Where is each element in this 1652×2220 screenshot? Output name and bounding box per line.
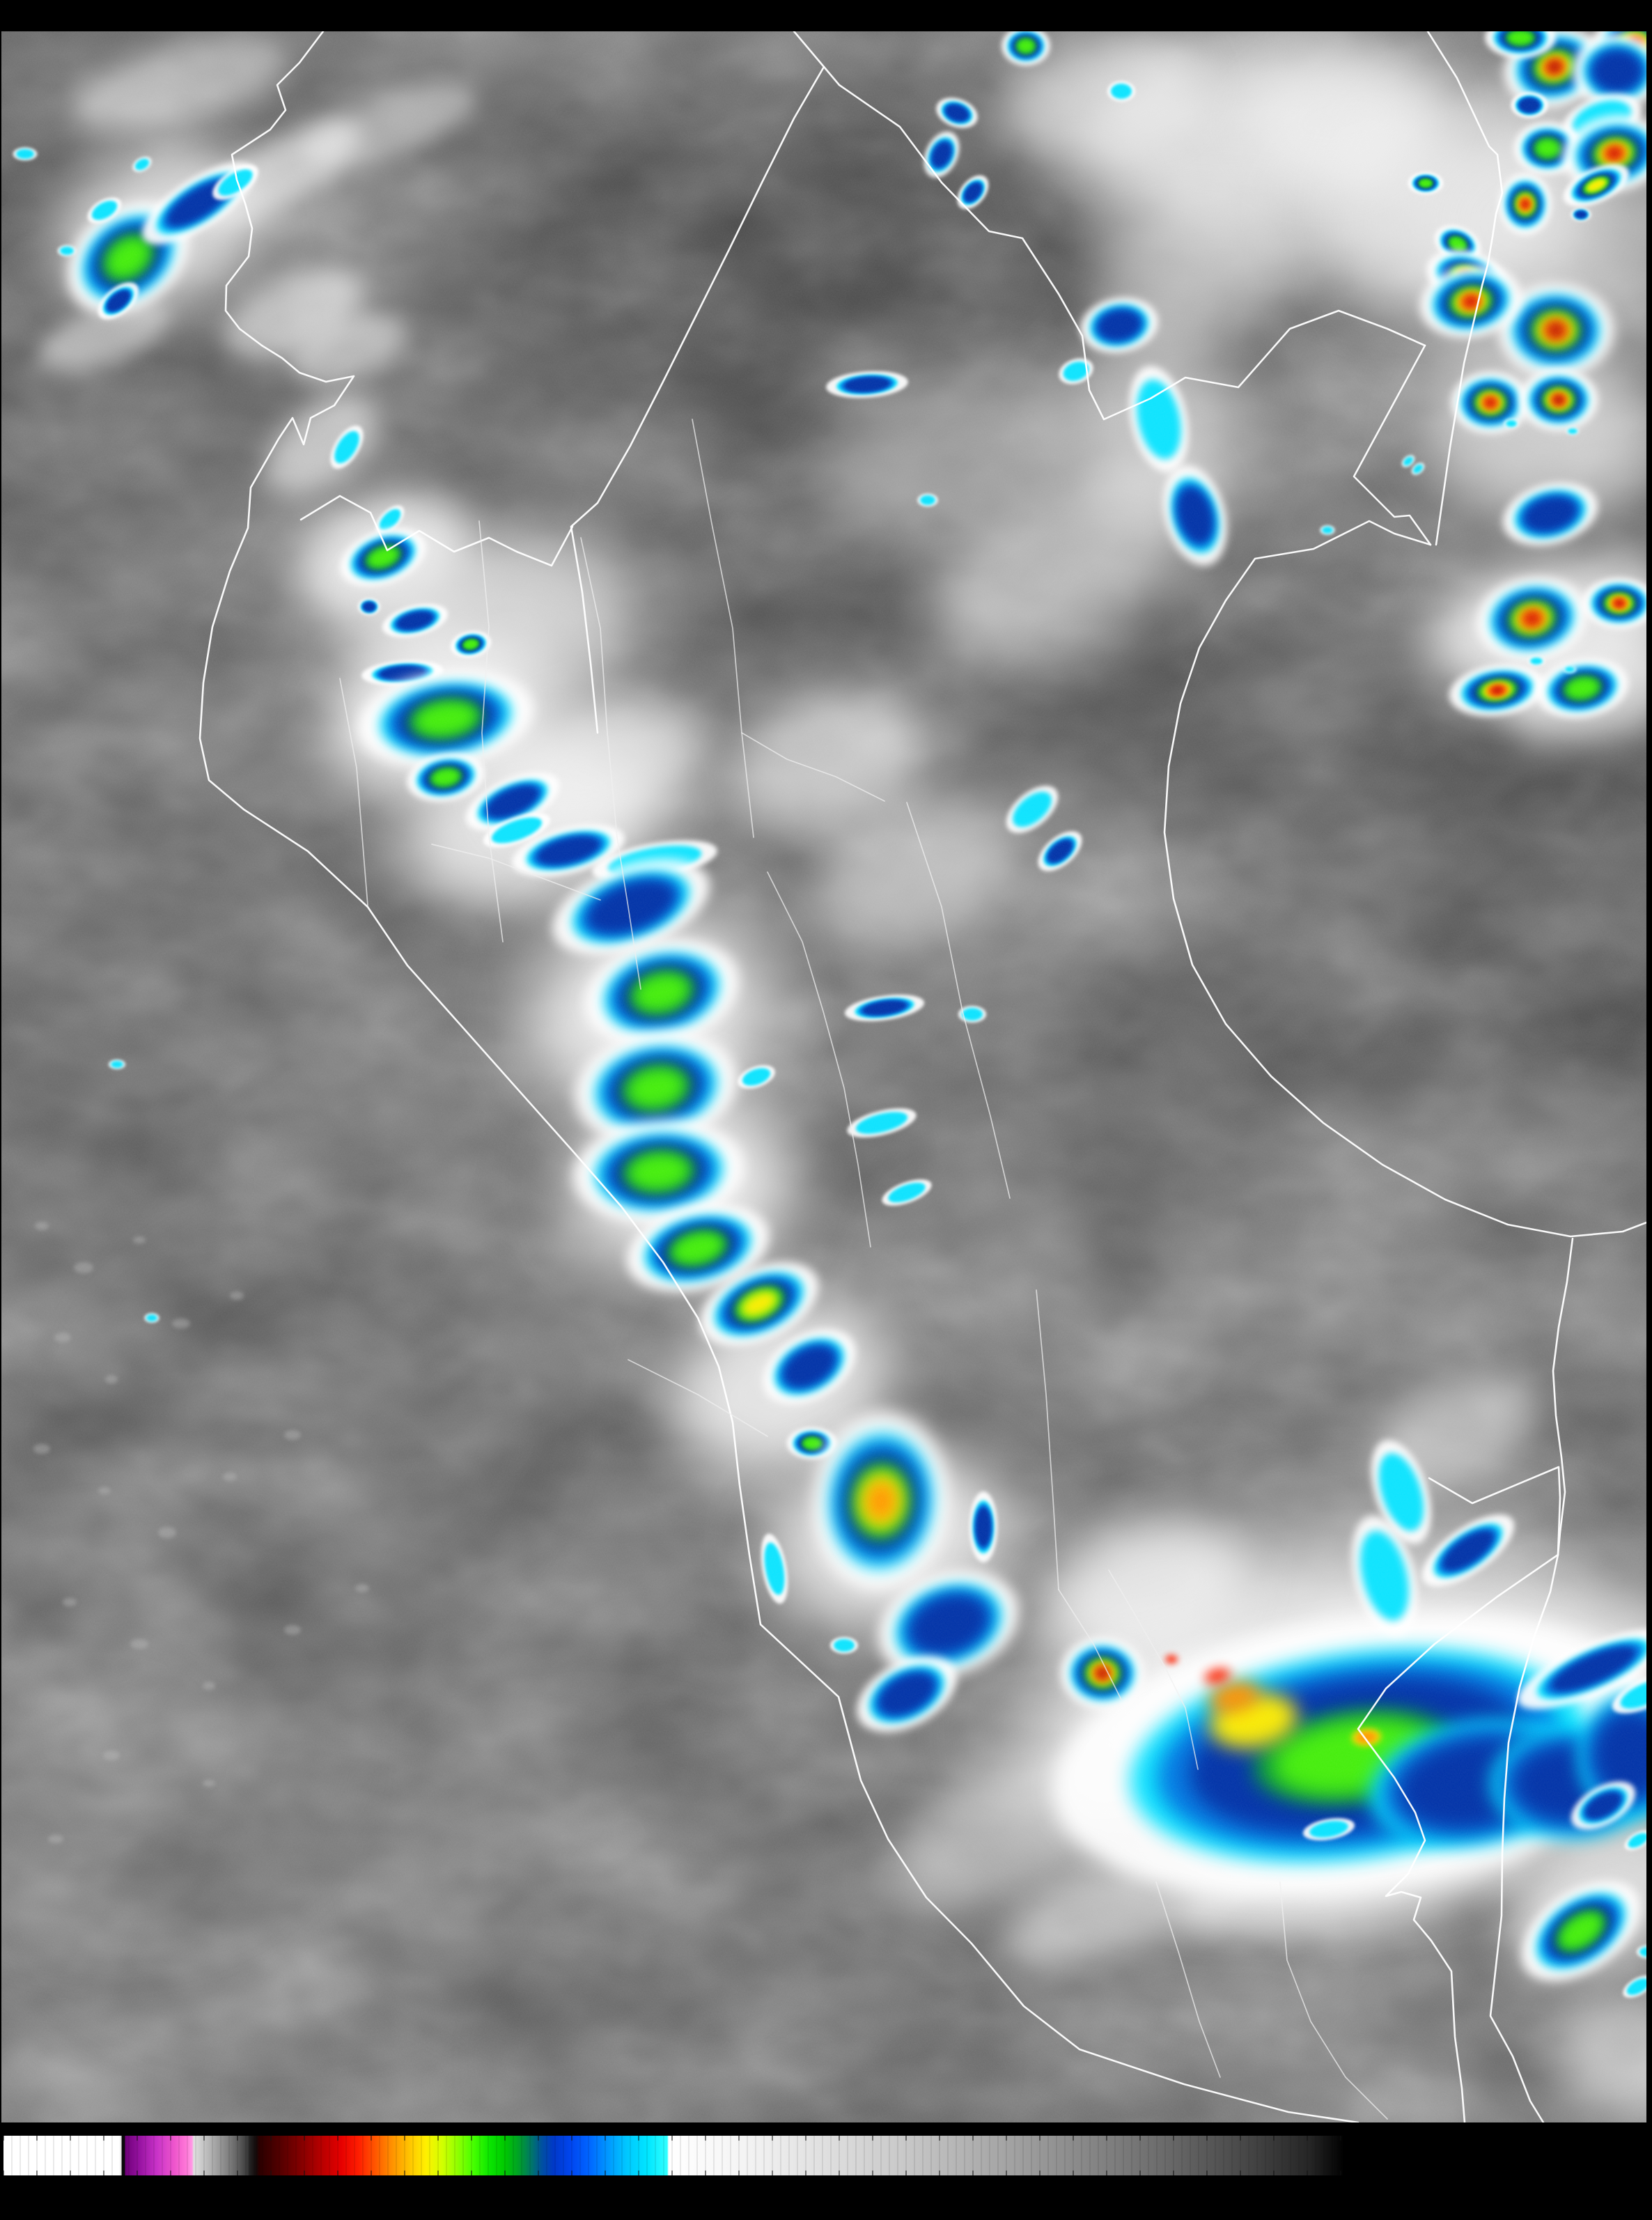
border-line [299, 495, 574, 567]
department-border-line [628, 1359, 768, 1437]
department-border-line [906, 802, 1011, 1199]
department-border-line [339, 678, 368, 906]
border-line [1357, 1553, 1559, 2122]
colorbar [3, 2136, 1344, 2175]
border-line [1428, 1466, 1561, 1556]
colorbar-ticks [3, 2136, 1341, 2175]
border-line [570, 65, 825, 734]
frame-right [1646, 0, 1652, 2220]
border-line [1489, 1237, 1574, 2122]
department-border-line [431, 844, 601, 901]
department-border-line [478, 520, 504, 942]
border-line [1163, 520, 1646, 1238]
department-border-line [1155, 1881, 1221, 2078]
department-border-line [1036, 1289, 1059, 1590]
country-borders [198, 31, 1646, 2122]
border-line [1353, 344, 1432, 546]
department-border-line [1108, 1569, 1199, 1770]
border-line [793, 31, 1426, 421]
department-border-line [767, 871, 871, 1248]
frame-top [0, 0, 1652, 31]
border-line [198, 31, 1359, 2122]
colorbar-gradient [3, 2136, 1344, 2175]
department-borders [339, 419, 1388, 2120]
department-border-line [580, 537, 641, 990]
border-line [1426, 31, 1504, 546]
department-border-line [1058, 1589, 1122, 1700]
department-border-line [741, 732, 885, 802]
department-border-line [692, 419, 754, 838]
frame-left [0, 0, 1, 2220]
department-border-line [1279, 1881, 1388, 2120]
